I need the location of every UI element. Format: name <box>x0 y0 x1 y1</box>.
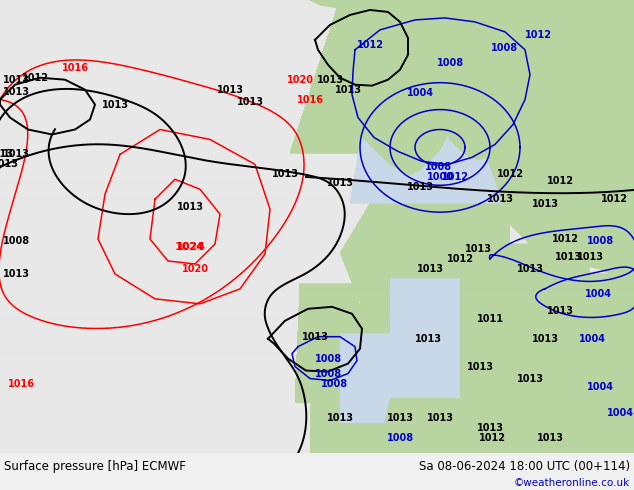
Text: 1008: 1008 <box>314 354 342 364</box>
Text: 1004: 1004 <box>578 334 605 343</box>
Text: 1013: 1013 <box>576 252 604 262</box>
Text: 1016: 1016 <box>61 63 89 73</box>
Text: 1012: 1012 <box>356 40 384 50</box>
Text: 1020: 1020 <box>181 264 209 274</box>
Text: 1013: 1013 <box>465 244 491 254</box>
Text: 1000: 1000 <box>427 172 453 182</box>
Text: 1012: 1012 <box>446 254 474 264</box>
Text: 1013: 1013 <box>3 269 30 279</box>
Text: 1004: 1004 <box>586 382 614 392</box>
Text: 1013: 1013 <box>3 74 30 85</box>
Text: 1004: 1004 <box>406 88 434 98</box>
Text: 1013: 1013 <box>176 202 204 212</box>
Polygon shape <box>445 0 634 279</box>
Text: 1013: 1013 <box>3 149 30 159</box>
Text: Sa 08-06-2024 18:00 UTC (00+114): Sa 08-06-2024 18:00 UTC (00+114) <box>419 461 630 473</box>
Polygon shape <box>310 0 634 20</box>
Text: 1013: 1013 <box>316 74 344 85</box>
Text: 1013: 1013 <box>536 433 564 443</box>
Text: 1013: 1013 <box>486 194 514 204</box>
Text: 1008: 1008 <box>321 378 349 389</box>
Text: 1013: 1013 <box>0 159 18 170</box>
Text: 1012: 1012 <box>479 433 505 443</box>
Text: 1012: 1012 <box>600 194 628 204</box>
Text: 1013: 1013 <box>302 332 328 342</box>
Text: 1012: 1012 <box>496 170 524 179</box>
Text: 1004: 1004 <box>607 408 633 418</box>
Text: 1012: 1012 <box>552 234 578 244</box>
Text: 1024: 1024 <box>174 242 205 252</box>
Text: 1004: 1004 <box>585 289 612 299</box>
Text: 1008: 1008 <box>436 58 463 68</box>
Text: 1024: 1024 <box>176 242 204 252</box>
Text: Surface pressure [hPa] ECMWF: Surface pressure [hPa] ECMWF <box>4 461 186 473</box>
Text: 1013: 1013 <box>467 362 493 371</box>
Text: 1013: 1013 <box>531 334 559 343</box>
Text: 1008: 1008 <box>424 162 451 172</box>
Text: 1013: 1013 <box>3 87 30 97</box>
Polygon shape <box>355 0 470 174</box>
Text: 1012: 1012 <box>22 73 49 83</box>
Text: 1020: 1020 <box>287 74 313 85</box>
Text: 1008: 1008 <box>387 433 413 443</box>
Text: 1013: 1013 <box>517 264 543 274</box>
Text: 1013: 1013 <box>0 149 13 159</box>
Text: 1012: 1012 <box>547 176 574 186</box>
Text: 1016: 1016 <box>297 95 323 105</box>
Text: 1013: 1013 <box>327 178 354 188</box>
Text: 1013: 1013 <box>271 170 299 179</box>
Text: 1008: 1008 <box>314 368 342 379</box>
Text: 1013: 1013 <box>387 414 413 423</box>
Text: 1013: 1013 <box>236 97 264 107</box>
Text: 1013: 1013 <box>547 306 574 316</box>
Text: 1008: 1008 <box>3 236 30 246</box>
Text: 1012: 1012 <box>441 172 469 182</box>
Text: 1011: 1011 <box>477 314 503 324</box>
Text: 1013: 1013 <box>406 182 434 192</box>
Text: 1008: 1008 <box>491 43 519 53</box>
Text: 1013: 1013 <box>327 414 354 423</box>
Text: 1016: 1016 <box>8 378 35 389</box>
Text: 1013: 1013 <box>531 199 559 209</box>
Text: 1012: 1012 <box>524 30 552 40</box>
Text: 1013: 1013 <box>477 423 503 433</box>
Text: 1013: 1013 <box>101 99 129 110</box>
Polygon shape <box>430 0 505 159</box>
Text: 1013: 1013 <box>555 252 581 262</box>
Text: 1013: 1013 <box>517 373 543 384</box>
Text: 1013: 1013 <box>417 264 444 274</box>
Text: 1013: 1013 <box>415 334 441 343</box>
Text: 1013: 1013 <box>427 414 453 423</box>
Text: 1008: 1008 <box>586 236 614 246</box>
Text: 1013: 1013 <box>335 85 361 95</box>
Text: 1013: 1013 <box>216 85 243 95</box>
Text: ©weatheronline.co.uk: ©weatheronline.co.uk <box>514 478 630 488</box>
